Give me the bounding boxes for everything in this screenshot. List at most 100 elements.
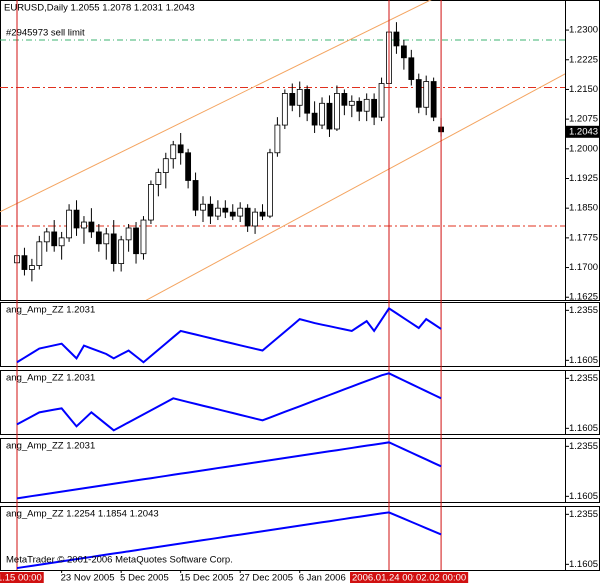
current-price: 1.2043 xyxy=(569,126,598,137)
candle-body xyxy=(319,102,325,126)
time-label-bg xyxy=(0,572,44,583)
candle-body xyxy=(267,152,273,217)
y-tick-label: 1.2150 xyxy=(569,84,598,95)
candle-body xyxy=(378,83,385,118)
y-tick-label: 1.2355 xyxy=(569,373,598,384)
x-tick-label: 02.02 00:00 xyxy=(416,573,466,583)
candle-body xyxy=(88,221,95,233)
indicator-title: ang_Amp_ZZ 1.2254 1.1854 1.2043 xyxy=(6,509,159,520)
candle-body xyxy=(58,237,65,247)
y-tick-label: 1.1775 xyxy=(569,232,598,243)
candle-body xyxy=(244,207,251,227)
y-tick-label: 1.2355 xyxy=(569,441,598,452)
candle-body xyxy=(356,100,363,112)
indicator-line xyxy=(16,511,442,570)
indicator-title: ang_Amp_ZZ 1.2031 xyxy=(6,373,95,384)
candle-body xyxy=(326,102,333,130)
x-tick-label: 27 Dec 2005 xyxy=(239,573,293,583)
candle-body xyxy=(252,211,258,227)
y-tick-label: 1.2000 xyxy=(569,143,598,154)
candle-body xyxy=(155,172,162,185)
candle-body xyxy=(222,207,229,213)
candle-body xyxy=(237,207,244,217)
candle-body xyxy=(214,207,221,217)
candle-body xyxy=(408,57,415,80)
x-tick-label: 23 Nov 2005 xyxy=(61,573,115,583)
x-tick-label: 5 Dec 2005 xyxy=(120,573,169,583)
channel-line xyxy=(0,0,432,213)
candle-body xyxy=(207,203,214,217)
candle-body xyxy=(177,144,184,154)
channel-line xyxy=(145,73,565,300)
y-tick-label: 1.2225 xyxy=(569,54,598,65)
candle-body xyxy=(400,45,407,59)
x-tick-label: 2006.01.24 00:00 xyxy=(352,573,426,583)
candle-body xyxy=(133,227,139,255)
candle-body xyxy=(259,211,266,217)
y-tick-label: 1.1605 xyxy=(569,355,598,366)
y-tick-label: 1.1850 xyxy=(569,203,598,214)
candle-body xyxy=(334,93,340,130)
price-box xyxy=(566,125,599,138)
candle-body xyxy=(289,93,296,106)
sell-limit-label: #2945973 sell limit xyxy=(6,27,85,38)
y-tick-label: 1.1925 xyxy=(569,173,598,184)
candle-body xyxy=(348,100,355,106)
candle-body xyxy=(125,227,132,241)
candle-body xyxy=(304,89,311,114)
candle-body xyxy=(148,184,154,221)
y-tick-label: 1.1605 xyxy=(569,423,598,434)
time-label-bg xyxy=(350,572,428,583)
candle-body xyxy=(296,89,303,106)
candle-body xyxy=(66,209,72,239)
candle-body xyxy=(415,79,422,108)
footer: MetaTrader © 2001-2006 MetaQuotes Softwa… xyxy=(6,555,233,566)
candle-body xyxy=(423,81,430,108)
candle-body xyxy=(36,241,43,266)
y-tick-label: 1.2300 xyxy=(569,25,598,36)
candle-body xyxy=(81,221,87,229)
x-tick-label: 11.15 00:00 xyxy=(0,573,42,583)
time-label-bg xyxy=(413,572,469,583)
candle-body xyxy=(51,231,58,247)
candle-body xyxy=(28,265,35,270)
candle-body xyxy=(371,98,378,118)
candle-body xyxy=(185,152,192,181)
candle-body xyxy=(200,203,206,211)
candle-body xyxy=(363,98,370,112)
indicator-title: ang_Amp_ZZ 1.2031 xyxy=(6,305,95,316)
candle-body xyxy=(170,144,177,160)
y-tick-label: 1.2355 xyxy=(569,509,598,520)
x-tick-label: 15 Dec 2005 xyxy=(180,573,234,583)
y-tick-label: 1.1605 xyxy=(569,559,598,570)
candle-body xyxy=(311,112,318,126)
candle-body xyxy=(229,211,236,217)
chart-title: EURUSD,Daily 1.2055 1.2078 1.2031 1.2043 xyxy=(4,3,195,14)
candle-body xyxy=(341,93,348,106)
y-tick-label: 1.1700 xyxy=(569,262,598,273)
indicator-line xyxy=(16,307,442,364)
candle-body xyxy=(110,233,117,264)
y-tick-label: 1.1605 xyxy=(569,491,598,502)
candle-body xyxy=(281,93,288,126)
y-tick-label: 1.2355 xyxy=(569,305,598,316)
candle-body xyxy=(43,231,50,243)
candle-body xyxy=(95,231,102,245)
y-tick-label: 1.2075 xyxy=(569,114,598,125)
candle-body xyxy=(103,233,110,245)
x-tick-label: 6 Jan 2006 xyxy=(299,573,346,583)
candle-body xyxy=(430,81,437,118)
y-tick-label: 1.1625 xyxy=(569,292,598,303)
candle-body xyxy=(140,219,147,255)
candle-body xyxy=(118,239,125,264)
indicator-title: ang_Amp_ZZ 1.2031 xyxy=(6,441,95,452)
candle-body xyxy=(274,124,281,154)
indicator-line xyxy=(16,372,442,432)
candle-body xyxy=(73,209,80,229)
indicator-line xyxy=(16,441,442,500)
candle-body xyxy=(192,180,199,211)
candle-body xyxy=(162,158,169,173)
candle-body xyxy=(21,255,28,270)
candle-body xyxy=(393,31,400,47)
